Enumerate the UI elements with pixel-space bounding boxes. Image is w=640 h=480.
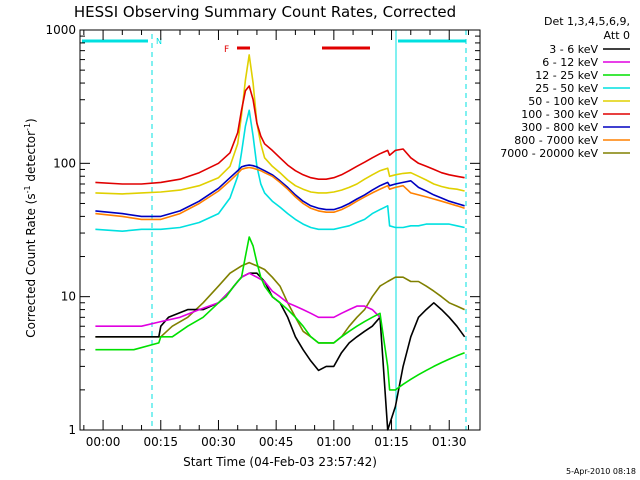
- plot-area: NF: [82, 30, 467, 431]
- series-line-4: [95, 54, 465, 195]
- legend-label-3: 25 - 50 keV: [535, 82, 598, 95]
- series-line-1: [95, 272, 381, 327]
- series-line-5: [95, 85, 465, 185]
- plot-frame: [79, 29, 481, 431]
- y-axis-label-end: ): [24, 118, 38, 123]
- y-axis-label-sup-2: -1: [23, 123, 32, 131]
- series-line-7: [95, 166, 465, 221]
- legend-label-5: 100 - 300 keV: [521, 108, 598, 121]
- chart-title: HESSI Observing Summary Count Rates, Cor…: [74, 3, 456, 21]
- series-line-3: [95, 109, 465, 232]
- x-tick-label-3: 00:45: [259, 435, 294, 449]
- timestamp: 5-Apr-2010 08:18: [566, 467, 636, 476]
- y-tick-label-2: 100: [53, 156, 76, 170]
- legend-header-line-2: Att 0: [604, 29, 630, 42]
- flare-marker-label: F: [224, 45, 229, 55]
- y-axis-label-main: Corrected Count Rate (s: [24, 193, 38, 337]
- series-line-2: [95, 236, 465, 391]
- x-tick-label-5: 01:15: [374, 435, 409, 449]
- legend-label-4: 50 - 100 keV: [528, 95, 598, 108]
- series-line-6: [95, 164, 465, 218]
- y-tick-label-0: 1: [68, 423, 76, 437]
- legend-label-8: 7000 - 20000 keV: [500, 147, 598, 160]
- y-axis-label-sup-1: -1: [23, 185, 32, 193]
- y-axis-label-mid: detector: [24, 131, 38, 186]
- legend-header-line-1: Det 1,3,4,5,6,9,: [544, 15, 630, 28]
- x-tick-label-4: 01:00: [317, 435, 352, 449]
- legend-label-1: 6 - 12 keV: [542, 56, 598, 69]
- legend-label-6: 300 - 800 keV: [521, 121, 598, 134]
- legend-label-0: 3 - 6 keV: [549, 43, 598, 56]
- x-axis-label: Start Time (04-Feb-03 23:57:42): [183, 455, 377, 469]
- x-tick-label-0: 00:00: [86, 435, 121, 449]
- x-tick-label-1: 00:15: [143, 435, 178, 449]
- night-marker-label: N: [156, 37, 162, 46]
- legend-label-7: 800 - 7000 keV: [514, 134, 598, 147]
- y-tick-label-3: 1000: [45, 23, 76, 37]
- x-tick-label-2: 00:30: [201, 435, 236, 449]
- legend-label-2: 12 - 25 keV: [535, 69, 598, 82]
- axes: 1 10 100 1000 00:00 00:15 00:30 00:45 01:00 01:15…: [45, 23, 481, 449]
- y-axis-label: Corrected Count Rate (s-1 detector-1): [23, 118, 38, 337]
- x-tick-label-6: 01:30: [432, 435, 467, 449]
- y-tick-label-1: 10: [61, 290, 76, 304]
